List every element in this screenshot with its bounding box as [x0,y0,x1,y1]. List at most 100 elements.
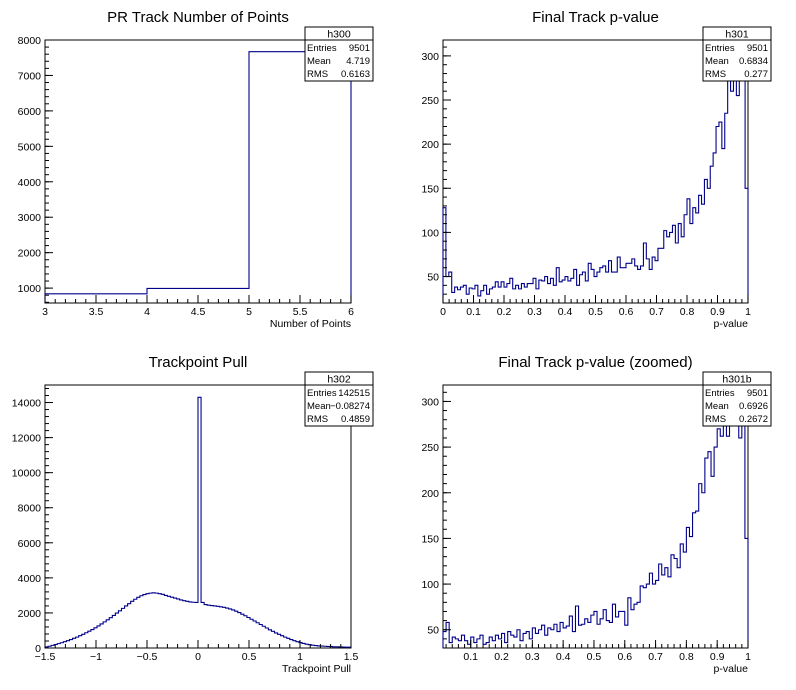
y-tick-label: 200 [421,488,439,500]
stats-row-label: RMS [705,414,726,425]
x-tick-label: 0.3 [525,651,540,663]
stats-row-label: RMS [307,69,328,80]
x-tick-label: 0.8 [680,306,695,318]
stats-box: h300 Entries 9501 Mean 4.719 RMS 0.6163 [304,26,374,82]
x-tick-label: 0.3 [527,306,542,318]
stats-row-label: Mean [307,401,331,412]
stats-box-name: h301b [722,374,751,386]
stats-row-value: 4.719 [346,56,370,67]
y-tick-label: 6000 [18,538,42,550]
x-tick-label: 4.5 [191,306,206,318]
y-tick-label: 250 [421,95,439,107]
chart-title: Final Track p-value (zoomed) [498,354,692,371]
y-tick-label: 8000 [18,35,42,47]
x-tick-label: 0.5 [587,651,602,663]
y-tick-label: 200 [421,139,439,151]
stats-row-label: Mean [705,401,729,412]
x-tick-label: −1.5 [35,651,56,663]
y-tick-label: 3000 [18,212,42,224]
x-tick-label: 1 [745,651,751,663]
stats-row-label: Entries [307,388,337,399]
chart-panel-h300: PR Track Number of Points 3 3.5 4 4.5 5 5.5 6 10… [18,9,374,330]
plot-frame [442,39,749,304]
stats-box-name: h302 [327,374,351,386]
y-tick-label: 10000 [12,468,41,480]
x-axis-label: p-value [714,318,749,330]
y-tick-label: 6000 [18,106,42,118]
x-tick-label: 0.4 [556,651,571,663]
stats-box-name: h300 [327,29,351,41]
chart-panel-h301: Final Track p-value 0 0.1 0.2 0.3 0.4 0.5 0.6 0.… [421,9,772,330]
x-tick-label: 0.1 [463,651,478,663]
x-tick-label: 0.9 [710,651,725,663]
stats-box: h301 Entries 9501 Mean 0.6834 RMS 0.277 [702,26,772,82]
chart-title: PR Track Number of Points [107,9,289,26]
x-tick-label: 5 [246,306,252,318]
x-tick-label: 0 [195,651,201,663]
y-tick-label: 2000 [18,248,42,260]
stats-row-value: 9501 [349,43,370,54]
x-tick-label: 3 [42,306,48,318]
chart-title: Trackpoint Pull [149,354,248,371]
y-tick-label: 0 [35,643,41,655]
stats-row-label: Entries [307,43,337,54]
x-tick-label: 3.5 [89,306,104,318]
histogram-line [442,391,749,648]
x-tick-label: 0.7 [649,306,664,318]
stats-row-value: 0.6926 [739,401,768,412]
y-tick-label: 300 [421,396,439,408]
y-tick-label: 100 [421,227,439,239]
y-tick-label: 2000 [18,608,42,620]
histogram-line [44,396,352,648]
y-tick-label: 150 [421,183,439,195]
y-tick-label: 50 [427,272,439,284]
stats-box: h301b Entries 9501 Mean 0.6926 RMS 0.2672 [702,371,772,427]
stats-box-frame [702,26,772,82]
x-tick-label: 0.4 [558,306,573,318]
stats-row-value: 0.6163 [341,69,370,80]
stats-row-label: Entries [705,388,735,399]
stats-row-value: 0.4859 [341,414,370,425]
stats-row-value: 142515 [338,388,370,399]
stats-box-frame [304,371,374,427]
y-tick-label: 5000 [18,141,42,153]
stats-box-name: h301 [725,29,749,41]
y-tick-label: 12000 [12,433,41,445]
y-tick-label: 4000 [18,177,42,189]
stats-box-frame [304,26,374,82]
y-tick-label: 4000 [18,573,42,585]
x-tick-label: 1.5 [344,651,359,663]
y-tick-label: 250 [421,442,439,454]
x-tick-label: 0.6 [617,651,632,663]
stats-row-value: 9501 [747,388,768,399]
x-tick-label: 6 [348,306,354,318]
stats-row-value: −0.08274 [330,401,370,412]
stats-box-frame [702,371,772,427]
y-tick-label: 1000 [18,283,42,295]
y-tick-label: 8000 [18,503,42,515]
x-tick-label: 4 [144,306,150,318]
x-tick-label: 5.5 [293,306,308,318]
chart-title: Final Track p-value [532,9,659,26]
y-tick-label: 7000 [18,70,42,82]
x-tick-label: 0 [440,306,446,318]
plot-frame [442,384,749,649]
stats-row-value: 0.2672 [739,414,768,425]
x-tick-label: 0.5 [588,306,603,318]
x-tick-label: 0.2 [497,306,512,318]
stats-row-label: Entries [705,43,735,54]
x-tick-label: 0.5 [242,651,257,663]
y-tick-label: 100 [421,579,439,591]
x-axis-label: Trackpoint Pull [282,663,351,675]
y-tick-label: 150 [421,533,439,545]
histogram-line [442,46,749,303]
x-tick-label: 0.7 [648,651,663,663]
x-tick-label: −0.5 [137,651,158,663]
stats-row-label: RMS [705,69,726,80]
y-tick-label: 300 [421,51,439,63]
stats-row-label: RMS [307,414,328,425]
stats-row-label: Mean [705,56,729,67]
x-tick-label: −1 [90,651,102,663]
